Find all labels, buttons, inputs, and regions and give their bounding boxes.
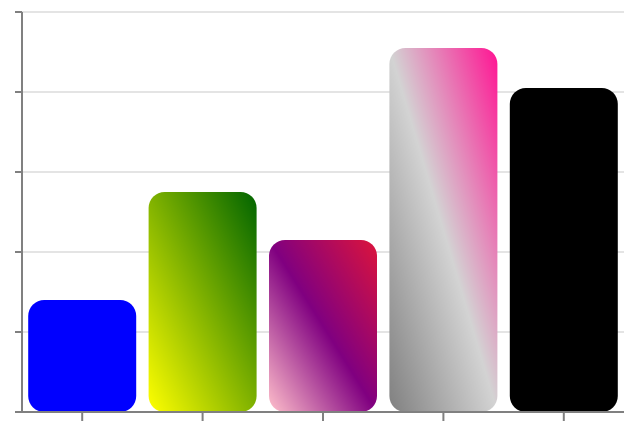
bar-2[interactable] xyxy=(148,192,257,412)
bar-5[interactable] xyxy=(509,88,618,412)
bar-4[interactable] xyxy=(389,48,498,412)
bar-1[interactable] xyxy=(28,300,137,412)
bar-3[interactable] xyxy=(269,240,377,412)
axes xyxy=(15,11,624,421)
bars xyxy=(28,48,618,412)
